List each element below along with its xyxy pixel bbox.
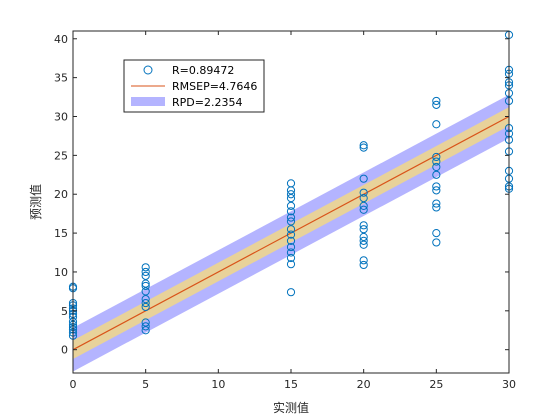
data-point bbox=[286, 236, 296, 245]
data-point bbox=[359, 221, 368, 230]
legend-label-rmsep: RMSEP=4.7646 bbox=[172, 80, 257, 93]
y-tick-label: 35 bbox=[54, 72, 68, 85]
legend-marker-points bbox=[143, 65, 153, 75]
data-point bbox=[141, 279, 150, 288]
data-point bbox=[141, 322, 150, 331]
y-tick-label: 30 bbox=[54, 111, 68, 124]
data-point bbox=[359, 143, 368, 152]
y-tick-label: 15 bbox=[54, 227, 68, 240]
data-point bbox=[286, 253, 296, 263]
data-point bbox=[359, 205, 368, 214]
data-point bbox=[141, 281, 150, 291]
data-point bbox=[432, 203, 441, 212]
data-point bbox=[286, 217, 296, 226]
data-point bbox=[286, 194, 296, 203]
data-point bbox=[359, 201, 368, 210]
data-point bbox=[432, 100, 441, 109]
data-point bbox=[141, 298, 150, 308]
data-point bbox=[286, 201, 296, 210]
data-point bbox=[286, 242, 296, 252]
data-point bbox=[141, 267, 150, 277]
x-tick-label: 20 bbox=[357, 378, 371, 391]
data-point bbox=[432, 152, 441, 162]
x-tick-label: 10 bbox=[211, 378, 225, 391]
data-point bbox=[359, 260, 368, 270]
x-axis-label: 实测值 bbox=[273, 400, 309, 415]
data-point bbox=[141, 295, 150, 304]
data-point bbox=[432, 228, 441, 238]
data-point bbox=[359, 141, 368, 150]
data-point bbox=[432, 162, 441, 172]
data-point bbox=[359, 174, 368, 183]
data-point bbox=[359, 240, 368, 249]
x-tick-label: 25 bbox=[429, 378, 443, 391]
y-axis-label: 预测值 bbox=[28, 184, 43, 220]
data-point bbox=[286, 213, 296, 222]
y-tick-label: 0 bbox=[61, 344, 68, 357]
data-point bbox=[286, 260, 296, 269]
data-point bbox=[432, 238, 441, 247]
y-tick-label: 25 bbox=[54, 149, 68, 162]
x-tick-label: 15 bbox=[284, 378, 298, 391]
data-point bbox=[286, 248, 296, 257]
data-point bbox=[359, 225, 368, 234]
data-point bbox=[286, 179, 296, 188]
legend: R=0.89472 RMSEP=4.7646 RPD=2.2354 bbox=[123, 59, 265, 113]
data-point bbox=[359, 194, 368, 203]
data-point bbox=[432, 186, 441, 195]
y-axis-ticks: 0 5 10 15 20 25 30 35 40 bbox=[54, 33, 509, 357]
y-tick-label: 20 bbox=[54, 188, 68, 201]
data-point bbox=[432, 120, 441, 129]
data-point bbox=[286, 230, 296, 239]
data-point bbox=[141, 302, 150, 312]
legend-marker-band bbox=[131, 97, 165, 106]
y-tick-label: 10 bbox=[54, 266, 68, 279]
x-tick-label: 30 bbox=[502, 378, 516, 391]
data-point bbox=[432, 170, 441, 179]
y-tick-label: 40 bbox=[54, 33, 68, 46]
x-tick-label: 5 bbox=[142, 378, 149, 391]
data-point bbox=[286, 288, 296, 297]
data-point bbox=[432, 96, 441, 106]
data-point bbox=[141, 271, 150, 280]
y-tick-label: 5 bbox=[61, 305, 68, 318]
x-axis-ticks: 0 5 10 15 20 25 30 bbox=[70, 31, 516, 391]
data-point bbox=[286, 225, 296, 234]
data-point bbox=[141, 326, 150, 335]
data-point bbox=[141, 318, 150, 327]
data-point bbox=[141, 263, 150, 272]
data-point bbox=[359, 232, 368, 242]
data-point bbox=[141, 287, 150, 296]
data-point bbox=[286, 207, 296, 216]
data-point bbox=[432, 157, 441, 166]
data-point bbox=[432, 182, 441, 191]
data-point bbox=[359, 188, 368, 197]
data-point bbox=[359, 256, 368, 265]
data-point bbox=[359, 236, 368, 245]
legend-label-r: R=0.89472 bbox=[172, 64, 234, 77]
data-point bbox=[286, 190, 296, 199]
legend-label-rpd: RPD=2.2354 bbox=[172, 96, 242, 109]
data-point bbox=[432, 199, 441, 208]
x-tick-label: 0 bbox=[70, 378, 77, 391]
